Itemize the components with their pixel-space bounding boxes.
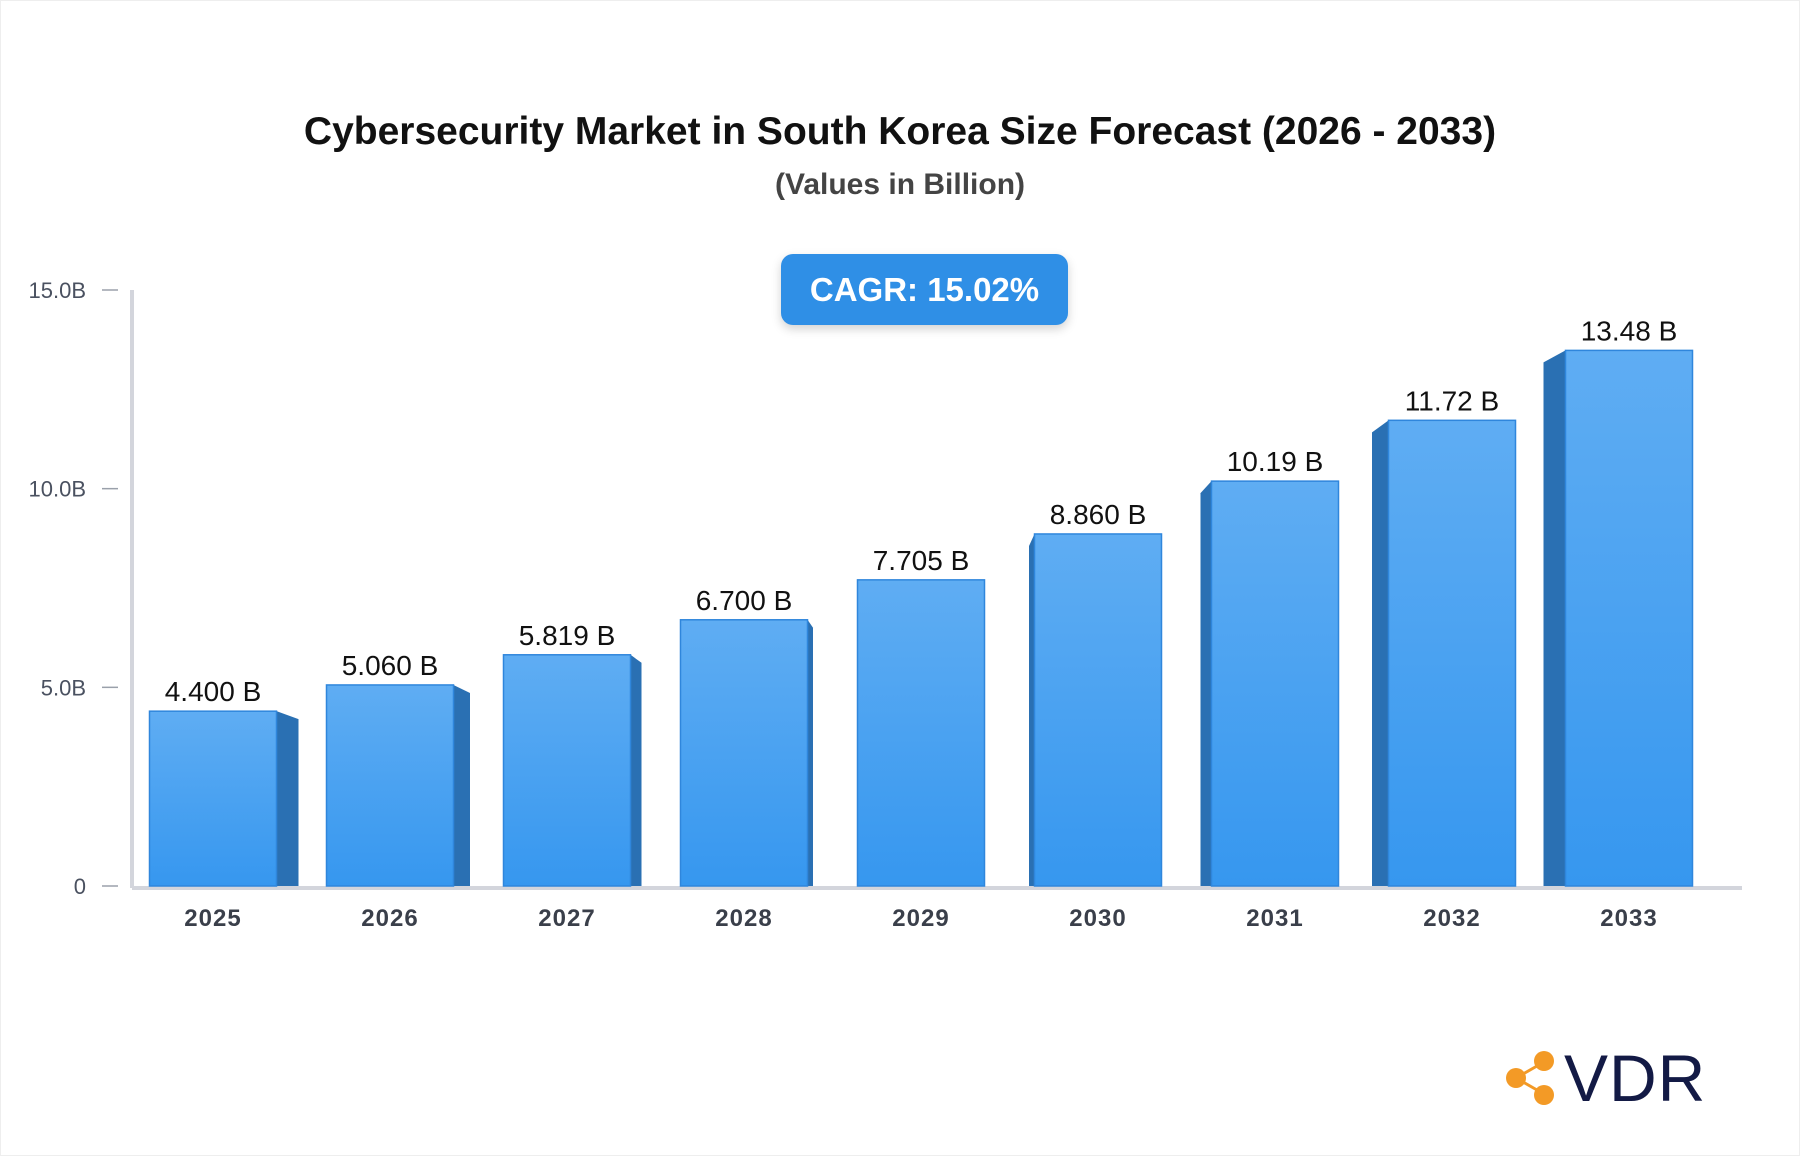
vdr-logo: VDR xyxy=(1504,1040,1706,1116)
bar xyxy=(1387,419,1517,887)
bar xyxy=(148,710,278,887)
x-tick-label: 2028 xyxy=(715,905,772,932)
chart-title: Cybersecurity Market in South Korea Size… xyxy=(303,110,1497,153)
y-tick-label: 15.0B xyxy=(29,278,87,303)
data-label: 8.860 B xyxy=(1050,499,1147,530)
bar-side xyxy=(1372,420,1389,886)
bar-side xyxy=(630,654,642,886)
data-label: 5.819 B xyxy=(519,620,616,651)
data-label: 6.700 B xyxy=(696,585,793,616)
data-label: 10.19 B xyxy=(1227,446,1324,477)
x-tick-label: 2026 xyxy=(361,905,418,932)
bar xyxy=(1564,349,1694,887)
data-label: 4.400 B xyxy=(165,676,262,707)
bar-side xyxy=(453,684,470,886)
bar-side xyxy=(807,619,813,886)
x-tick-label: 2027 xyxy=(538,905,595,932)
bar xyxy=(856,579,986,887)
logo-text: VDR xyxy=(1564,1041,1707,1115)
x-tick-label: 2031 xyxy=(1246,905,1303,932)
data-label: 11.72 B xyxy=(1405,385,1499,416)
bar xyxy=(325,684,455,887)
x-tick-label: 2029 xyxy=(892,905,949,932)
data-label: 7.705 B xyxy=(873,545,970,576)
x-tick-label: 2033 xyxy=(1600,905,1657,932)
share-nodes-icon xyxy=(1506,1051,1554,1105)
y-tick-label: 5.0B xyxy=(41,675,86,700)
bar xyxy=(1033,533,1163,887)
y-tick-label: 10.0B xyxy=(29,477,87,502)
chart-subtitle: (Values in Billion) xyxy=(774,168,1026,201)
cagr-badge: CAGR: 15.02% xyxy=(781,254,1068,325)
bar-side xyxy=(1029,533,1035,886)
bar-side xyxy=(276,711,299,886)
x-tick-label: 2032 xyxy=(1423,905,1480,932)
bar xyxy=(502,654,632,887)
bar-side xyxy=(1200,481,1212,886)
bar-side xyxy=(1543,350,1566,886)
data-label: 5.060 B xyxy=(342,650,439,681)
data-label: 13.48 B xyxy=(1581,315,1678,346)
y-tick-label: 0 xyxy=(74,874,86,899)
x-tick-label: 2025 xyxy=(184,905,241,932)
bar xyxy=(679,619,809,887)
x-tick-label: 2030 xyxy=(1069,905,1126,932)
bar xyxy=(1210,480,1340,887)
